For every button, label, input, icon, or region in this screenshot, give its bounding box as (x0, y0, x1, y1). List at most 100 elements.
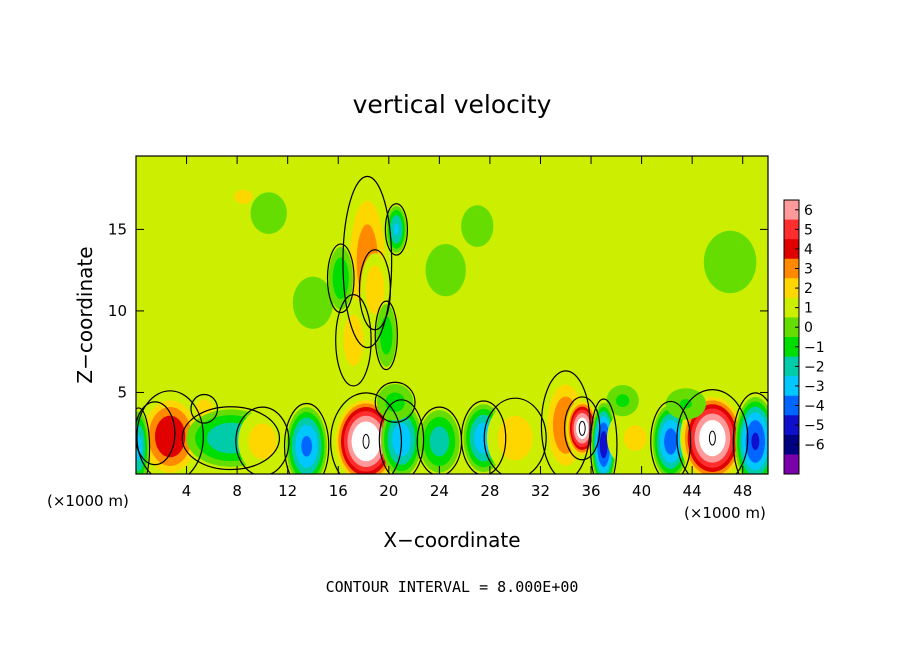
contour-line (136, 390, 204, 474)
colorbar-swatch (784, 297, 799, 318)
x-tick-label: 8 (232, 482, 242, 500)
field-feature (419, 410, 460, 473)
colorbar-label: −1 (804, 340, 825, 356)
field-band (703, 230, 757, 294)
field-band (234, 189, 253, 204)
contour-interval-note: CONTOUR INTERVAL = 8.000E+00 (326, 578, 579, 596)
x-tick-label: 16 (329, 482, 348, 500)
field-band (385, 392, 405, 413)
field-core (354, 426, 378, 457)
contour-line (483, 397, 547, 474)
x-tick-label: 44 (683, 482, 702, 500)
x-tick-label: 12 (278, 482, 297, 500)
field-band (380, 316, 393, 355)
colorbar-swatch (784, 258, 799, 279)
colorbar-swatch (784, 395, 799, 416)
contour-line (384, 203, 409, 256)
x-tick-label: 4 (182, 482, 192, 500)
y-axis-ticks: 5 10 15 (108, 220, 768, 401)
field-feature (337, 298, 370, 383)
colorbar-swatch (784, 434, 799, 455)
colorbar-swatch (784, 415, 799, 436)
field-band (497, 415, 533, 461)
contour-lines (136, 175, 768, 474)
x-unit-right: (×1000 m) (684, 504, 766, 522)
colorbar-swatch (784, 356, 799, 377)
field-band (503, 227, 553, 280)
contour-line (374, 300, 398, 371)
contour-line (563, 396, 601, 461)
colorbar-swatch (784, 239, 799, 260)
field-band (664, 428, 678, 455)
heatmap-field (136, 156, 768, 474)
field-feature (606, 384, 639, 417)
field-band (393, 223, 399, 236)
colorbar-swatch (784, 200, 799, 220)
field-feature (328, 246, 353, 310)
x-unit-left: (×1000 m) (47, 492, 129, 510)
colorbar: 6 5 4 3 2 1 0 −1 −2 −3 −4 −5 −6 (783, 199, 825, 475)
field-feature (486, 401, 544, 474)
colorbar-swatch (784, 376, 799, 397)
colorbar-label: −5 (804, 418, 825, 434)
colorbar-label: −3 (804, 379, 825, 395)
colorbar-label: 4 (804, 242, 813, 258)
field-band (250, 192, 287, 234)
contour-line (136, 407, 151, 474)
contour-line (330, 392, 403, 474)
contour-line (362, 433, 370, 449)
contour-line (190, 393, 219, 424)
field-core (701, 422, 724, 454)
field-feature (425, 244, 466, 297)
colorbar-label: 3 (804, 262, 813, 278)
field-feature (376, 304, 397, 367)
field-band (365, 265, 385, 315)
y-tick-label: 10 (108, 302, 127, 320)
field-feature (333, 397, 399, 474)
contour-line (283, 402, 330, 474)
field-band (332, 257, 349, 300)
y-tick-label: 5 (117, 383, 127, 401)
field-band (248, 423, 277, 460)
y-axis-label: Z−coordinate (73, 246, 97, 383)
x-tick-label: 36 (581, 482, 600, 500)
field-band (301, 435, 312, 457)
x-tick-label: 40 (632, 482, 651, 500)
y-tick-label: 15 (108, 220, 127, 238)
plot-frame (135, 155, 769, 475)
field-feature (376, 383, 414, 421)
colorbar-frame (783, 199, 800, 475)
contour-line (460, 400, 507, 474)
contour-line (326, 243, 355, 314)
field-band (429, 426, 450, 457)
colorbar-label: 5 (804, 222, 813, 238)
x-tick-label: 28 (480, 482, 499, 500)
field-band (599, 430, 608, 459)
x-tick-label: 32 (531, 482, 550, 500)
contour-line (378, 399, 425, 474)
contour-line (676, 389, 749, 474)
field-feature (143, 195, 192, 248)
field-feature (503, 227, 553, 280)
contour-line (540, 370, 591, 474)
field-band (185, 292, 226, 346)
colorbar-label: −2 (804, 359, 825, 375)
x-axis-ticks: 4 8 12 16 20 24 28 32 36 40 44 48 (182, 156, 752, 500)
field-feature (606, 406, 664, 470)
x-axis-label: X−coordinate (383, 528, 520, 552)
colorbar-label: −4 (804, 399, 825, 415)
colorbar-swatch (784, 454, 799, 475)
colorbar-swatch (784, 278, 799, 299)
field-band (461, 205, 494, 247)
contour-line (650, 400, 692, 474)
colorbar-label: −6 (804, 438, 825, 454)
colorbar-label: 6 (804, 203, 813, 219)
field-band (623, 425, 647, 451)
contour-line (181, 406, 281, 471)
colorbar-swatch (784, 219, 799, 240)
contour-line (589, 398, 618, 474)
contour-line (578, 420, 586, 436)
x-tick-label: 20 (379, 482, 398, 500)
field-band (343, 314, 364, 366)
field-band (292, 276, 334, 329)
